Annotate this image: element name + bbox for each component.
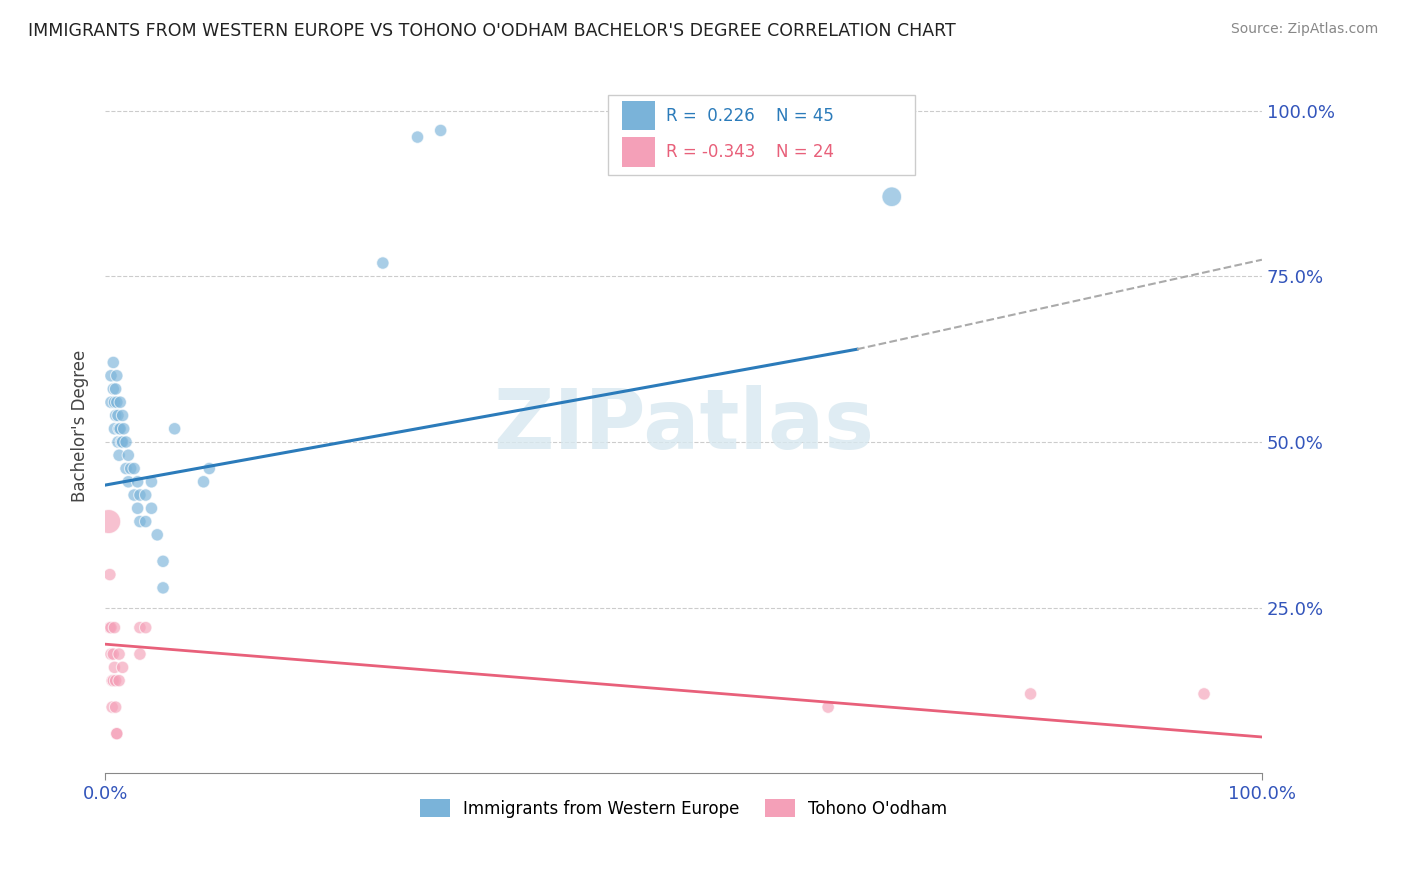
Text: N = 24: N = 24	[776, 143, 834, 161]
Point	[108, 422, 131, 436]
Point	[110, 422, 132, 436]
Point	[103, 422, 125, 436]
Point	[1019, 687, 1042, 701]
Point	[103, 395, 125, 409]
Point	[198, 461, 221, 475]
Point	[146, 528, 169, 542]
Text: IMMIGRANTS FROM WESTERN EUROPE VS TOHONO O'ODHAM BACHELOR'S DEGREE CORRELATION C: IMMIGRANTS FROM WESTERN EUROPE VS TOHONO…	[28, 22, 956, 40]
Point	[101, 700, 124, 714]
Point	[135, 488, 157, 502]
Point	[103, 355, 125, 369]
Point	[107, 435, 129, 450]
Point	[105, 368, 128, 383]
Point	[129, 621, 152, 635]
Point	[103, 621, 125, 635]
Point	[103, 673, 125, 688]
Point	[97, 515, 120, 529]
Point	[110, 395, 132, 409]
Point	[117, 448, 139, 462]
Point	[122, 461, 145, 475]
Point	[193, 475, 215, 489]
Legend: Immigrants from Western Europe, Tohono O'odham: Immigrants from Western Europe, Tohono O…	[413, 792, 953, 824]
Text: R =  0.226: R = 0.226	[666, 107, 755, 125]
Point	[880, 190, 903, 204]
Point	[129, 515, 152, 529]
Text: Source: ZipAtlas.com: Source: ZipAtlas.com	[1230, 22, 1378, 37]
FancyBboxPatch shape	[623, 101, 655, 130]
Point	[429, 123, 451, 137]
Point	[115, 461, 138, 475]
Point	[122, 488, 145, 502]
Point	[371, 256, 394, 270]
Point	[152, 554, 174, 568]
Point	[104, 409, 127, 423]
Point	[129, 488, 152, 502]
FancyBboxPatch shape	[609, 95, 915, 175]
Point	[127, 501, 149, 516]
Point	[117, 475, 139, 489]
Point	[111, 435, 134, 450]
Point	[1192, 687, 1215, 701]
Point	[141, 475, 163, 489]
Y-axis label: Bachelor's Degree: Bachelor's Degree	[72, 350, 89, 501]
Point	[127, 475, 149, 489]
Point	[105, 726, 128, 740]
FancyBboxPatch shape	[623, 137, 655, 167]
Point	[103, 647, 125, 661]
Point	[98, 621, 121, 635]
Point	[100, 395, 122, 409]
Point	[103, 660, 125, 674]
Point	[152, 581, 174, 595]
Point	[817, 700, 839, 714]
Point	[104, 700, 127, 714]
Point	[105, 726, 128, 740]
Point	[101, 673, 124, 688]
Point	[406, 130, 429, 145]
Point	[108, 448, 131, 462]
Point	[112, 422, 135, 436]
Point	[100, 621, 122, 635]
Point	[135, 621, 157, 635]
Point	[100, 647, 122, 661]
Point	[110, 435, 132, 450]
Point	[111, 409, 134, 423]
Text: ZIPatlas: ZIPatlas	[494, 385, 875, 466]
Point	[135, 515, 157, 529]
Text: N = 45: N = 45	[776, 107, 834, 125]
Point	[129, 647, 152, 661]
Point	[108, 647, 131, 661]
Point	[100, 368, 122, 383]
Point	[108, 673, 131, 688]
Point	[105, 395, 128, 409]
Text: R = -0.343: R = -0.343	[666, 143, 755, 161]
Point	[115, 435, 138, 450]
Point	[107, 409, 129, 423]
Point	[104, 382, 127, 396]
Point	[104, 673, 127, 688]
Point	[103, 382, 125, 396]
Point	[111, 660, 134, 674]
Point	[141, 501, 163, 516]
Point	[120, 461, 142, 475]
Point	[98, 567, 121, 582]
Point	[163, 422, 186, 436]
